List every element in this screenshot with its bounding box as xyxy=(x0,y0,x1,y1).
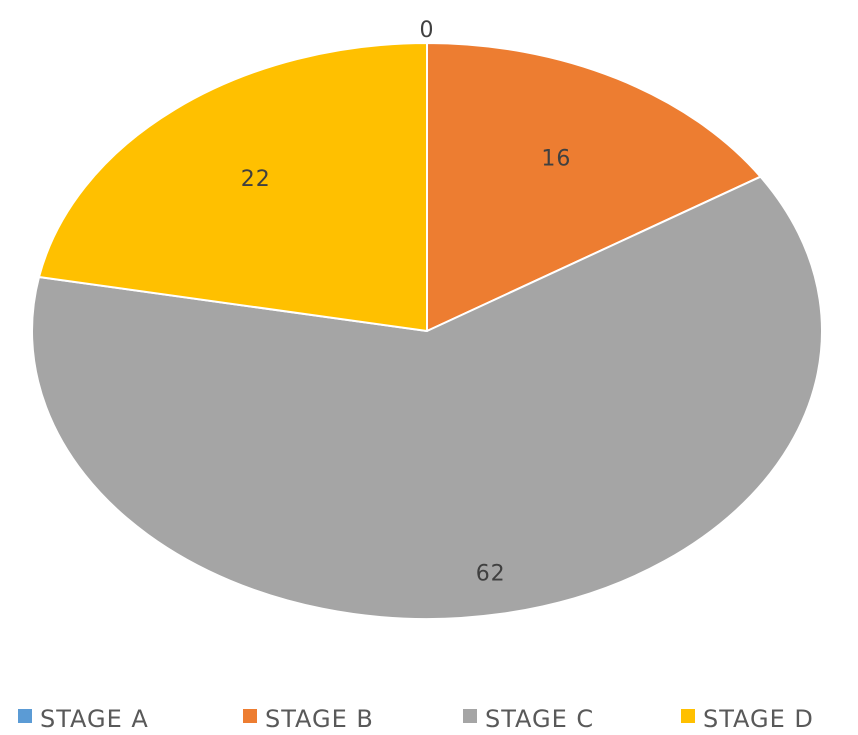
legend-swatch-stage-b xyxy=(243,709,257,723)
legend: STAGE A STAGE B STAGE C STAGE D xyxy=(18,705,814,733)
legend-swatch-stage-c xyxy=(463,709,477,723)
data-labels: 0 16 62 22 xyxy=(241,18,571,586)
legend-label-stage-c: STAGE C xyxy=(485,705,594,733)
data-label-stage-c: 62 xyxy=(476,561,506,586)
data-label-stage-a: 0 xyxy=(420,18,435,43)
pie-slice-stage-d xyxy=(38,42,428,332)
legend-swatch-stage-a xyxy=(18,709,32,723)
legend-swatch-stage-d xyxy=(681,709,695,723)
data-label-stage-b: 16 xyxy=(541,146,571,171)
legend-label-stage-a: STAGE A xyxy=(40,705,149,733)
legend-label-stage-d: STAGE D xyxy=(703,705,814,733)
pie-slice-stage-c xyxy=(31,175,823,621)
pie-slices xyxy=(31,42,823,621)
pie-slice-stage-b xyxy=(426,42,762,332)
data-label-stage-d: 22 xyxy=(241,167,271,192)
legend-label-stage-b: STAGE B xyxy=(265,705,374,733)
